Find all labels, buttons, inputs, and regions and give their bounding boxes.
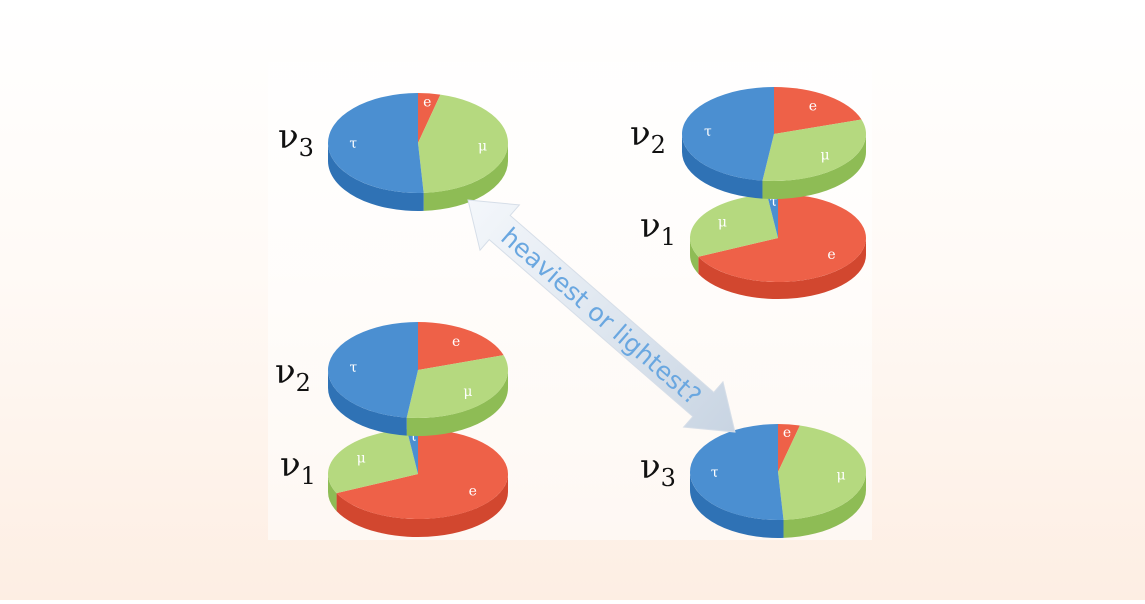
pie-slice-e bbox=[698, 194, 866, 282]
pie-side-tau bbox=[327, 370, 407, 436]
pie-slice-mu bbox=[327, 429, 418, 494]
pie-side-mu bbox=[328, 474, 337, 512]
flavor-label-e: e bbox=[452, 334, 460, 350]
flavor-label-tau: τ bbox=[409, 429, 417, 445]
flavor-label-mu: μ bbox=[820, 148, 829, 164]
flavor-label-e: e bbox=[809, 99, 817, 115]
pie-side-mu bbox=[762, 134, 866, 200]
flavor-label-e: e bbox=[783, 425, 791, 441]
pie-side-mu bbox=[783, 472, 866, 538]
flavor-label-mu: μ bbox=[837, 467, 846, 483]
flavor-label-mu: μ bbox=[357, 450, 366, 466]
pie-slice-e bbox=[418, 93, 441, 143]
pie-slice-tau bbox=[406, 429, 418, 474]
neutrino-label-subscript: 3 bbox=[299, 134, 314, 162]
pie-slice-tau bbox=[328, 322, 418, 418]
pie-slice-e bbox=[418, 322, 504, 370]
pie-side-tau bbox=[328, 143, 424, 212]
neutrino-label-subscript: 1 bbox=[661, 223, 676, 251]
pie-slice-mu bbox=[418, 94, 509, 193]
pie-side-tau bbox=[682, 134, 763, 199]
flavor-label-mu: μ bbox=[718, 215, 727, 231]
pie-slice-mu bbox=[690, 194, 778, 257]
flavor-label-mu: μ bbox=[463, 384, 472, 400]
flavor-label-e: e bbox=[423, 94, 431, 110]
pie-side-tau bbox=[690, 472, 784, 538]
neutrino-label-subscript: 2 bbox=[296, 369, 311, 397]
flavor-label-mu: μ bbox=[478, 138, 487, 154]
flavor-label-tau: τ bbox=[349, 360, 357, 376]
pie-side-e bbox=[336, 474, 508, 537]
pie-slice-mu bbox=[778, 425, 867, 520]
pie-slice-e bbox=[336, 429, 508, 519]
pie-side-mu bbox=[406, 370, 508, 436]
arrow-body bbox=[467, 199, 736, 433]
pie-side-mu bbox=[690, 238, 699, 274]
neutrino-label-subscript: 2 bbox=[651, 131, 666, 159]
flavor-label-tau: τ bbox=[704, 124, 712, 140]
flavor-label-e: e bbox=[827, 247, 835, 263]
neutrino-label-subscript: 3 bbox=[661, 464, 676, 492]
pie-slice-tau bbox=[681, 87, 774, 181]
pie-slice-e bbox=[774, 87, 862, 134]
flavor-label-tau: τ bbox=[770, 194, 778, 210]
flavor-label-tau: τ bbox=[349, 136, 357, 152]
pie-slice-e bbox=[778, 424, 800, 472]
flavor-label-e: e bbox=[469, 483, 477, 499]
pie-slice-tau bbox=[689, 424, 784, 521]
pie-side-mu bbox=[423, 143, 508, 211]
pie-slice-tau bbox=[766, 194, 778, 238]
flavor-label-tau: τ bbox=[711, 465, 719, 481]
pie-slice-mu bbox=[762, 119, 867, 182]
pie-slice-tau bbox=[327, 93, 424, 193]
neutrino-label-subscript: 1 bbox=[301, 462, 316, 490]
pie-side-e bbox=[698, 238, 866, 299]
pie-slice-mu bbox=[406, 355, 508, 418]
